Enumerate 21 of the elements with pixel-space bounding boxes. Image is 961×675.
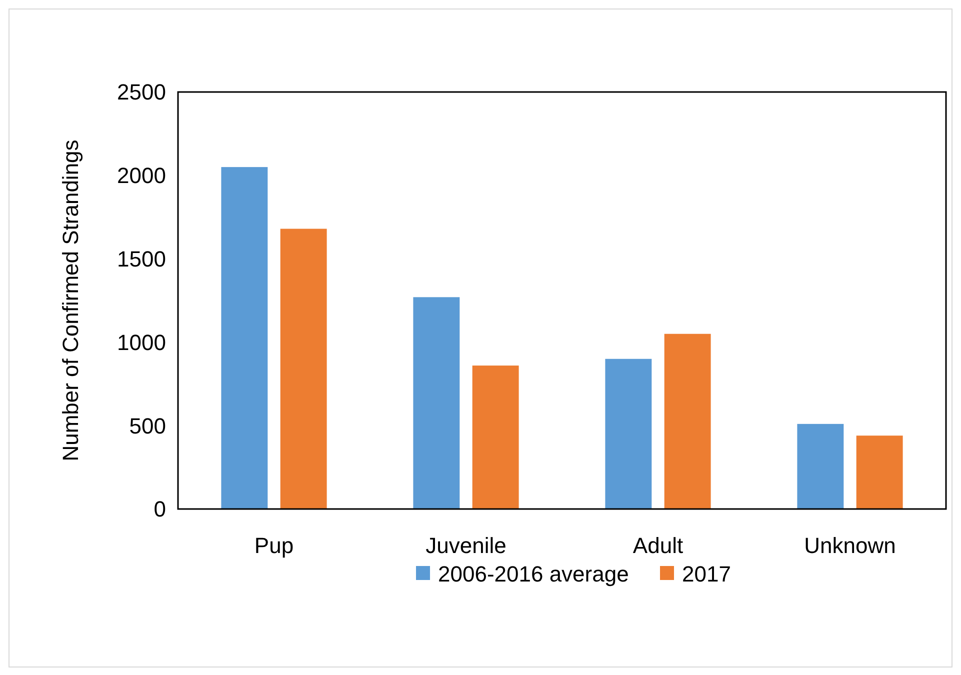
bar: [413, 297, 460, 509]
y-axis-title: Number of Confirmed Strandings: [58, 140, 83, 462]
legend-label: 2017: [682, 562, 731, 587]
bar: [280, 228, 327, 509]
x-tick-label: Pup: [254, 533, 294, 558]
x-tick-label: Unknown: [804, 533, 896, 558]
y-tick-label: 1000: [117, 330, 166, 355]
legend-label: 2006-2016 average: [438, 562, 629, 587]
y-tick-label: 500: [129, 413, 166, 438]
y-tick-label: 2000: [117, 163, 166, 188]
x-tick-label: Adult: [632, 533, 684, 558]
y-tick-label: 0: [154, 496, 166, 522]
y-tick-label: 2500: [117, 80, 166, 105]
x-tick-label: Juvenile: [426, 533, 506, 558]
bar: [221, 167, 268, 509]
bar: [797, 424, 844, 509]
bar: [472, 366, 519, 509]
y-tick-label: 1500: [117, 246, 166, 272]
bar: [664, 334, 711, 509]
bar: [605, 358, 652, 509]
bar: [856, 436, 903, 509]
